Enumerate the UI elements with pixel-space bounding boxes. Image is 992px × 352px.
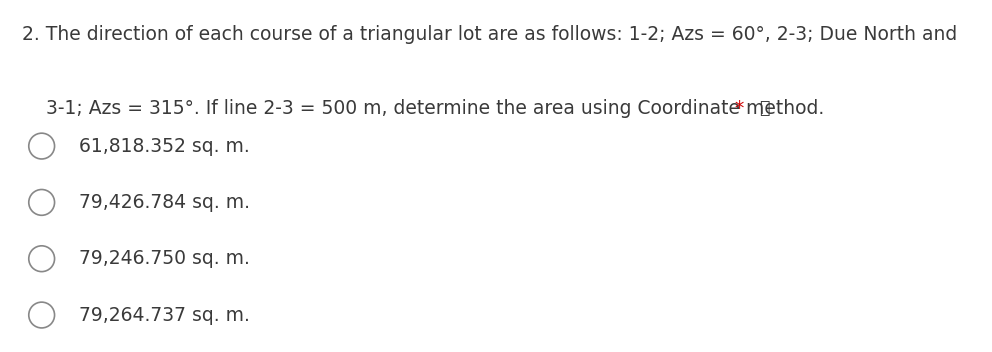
Text: 79,246.750 sq. m.: 79,246.750 sq. m. — [79, 249, 250, 268]
Text: 79,264.737 sq. m.: 79,264.737 sq. m. — [79, 306, 250, 325]
Text: 61,818.352 sq. m.: 61,818.352 sq. m. — [79, 137, 250, 156]
Text: *: * — [729, 99, 744, 118]
Text: 79,426.784 sq. m.: 79,426.784 sq. m. — [79, 193, 250, 212]
Text: 2. The direction of each course of a triangular lot are as follows: 1-2; Azs = 6: 2. The direction of each course of a tri… — [22, 25, 957, 44]
Text: 3-1; Azs = 315°. If line 2-3 = 500 m, determine the area using Coordinate method: 3-1; Azs = 315°. If line 2-3 = 500 m, de… — [22, 99, 824, 118]
Text: ⧉: ⧉ — [749, 99, 771, 117]
